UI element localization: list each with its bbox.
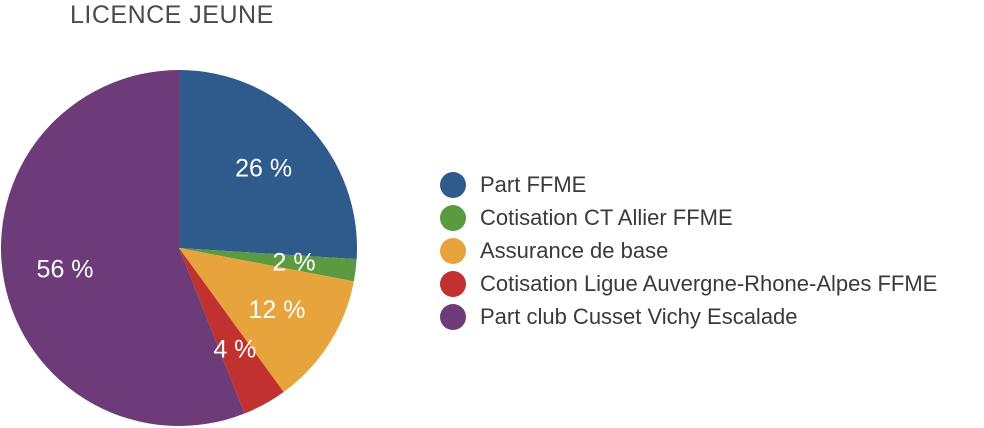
legend: Part FFME Cotisation CT Allier FFME Assu… <box>440 168 937 333</box>
legend-item-cotisation-ligue: Cotisation Ligue Auvergne-Rhone-Alpes FF… <box>440 267 937 300</box>
legend-label: Cotisation CT Allier FFME <box>480 204 733 230</box>
pie-slice-2 <box>179 248 354 393</box>
slice-value-label-3: 4 % <box>213 336 256 364</box>
legend-label: Assurance de base <box>480 237 669 263</box>
slice-value-label-1: 2 % <box>273 249 316 277</box>
legend-item-part-club: Part club Cusset Vichy Escalade <box>440 300 937 333</box>
slice-value-label-0: 26 % <box>235 155 292 183</box>
pie-slice-1 <box>179 248 357 282</box>
legend-item-assurance-de-base: Assurance de base <box>440 234 937 267</box>
legend-swatch <box>440 303 466 330</box>
legend-swatch <box>440 270 466 297</box>
legend-swatch <box>440 204 466 231</box>
legend-label: Cotisation Ligue Auvergne-Rhone-Alpes FF… <box>480 270 938 296</box>
legend-swatch <box>440 171 466 198</box>
chart-title: LICENCE JEUNE <box>70 1 274 29</box>
pie-slice-0 <box>179 70 357 260</box>
slice-value-label-2: 12 % <box>248 296 305 324</box>
legend-label: Part FFME <box>480 171 587 197</box>
legend-item-part-ffme: Part FFME <box>440 168 937 201</box>
pie-slice-4 <box>1 70 245 426</box>
legend-swatch <box>440 237 466 264</box>
slice-value-label-4: 56 % <box>37 256 94 284</box>
legend-label: Part club Cusset Vichy Escalade <box>480 303 798 329</box>
legend-item-cotisation-ct-allier: Cotisation CT Allier FFME <box>440 201 937 234</box>
pie-slice-3 <box>179 248 284 414</box>
